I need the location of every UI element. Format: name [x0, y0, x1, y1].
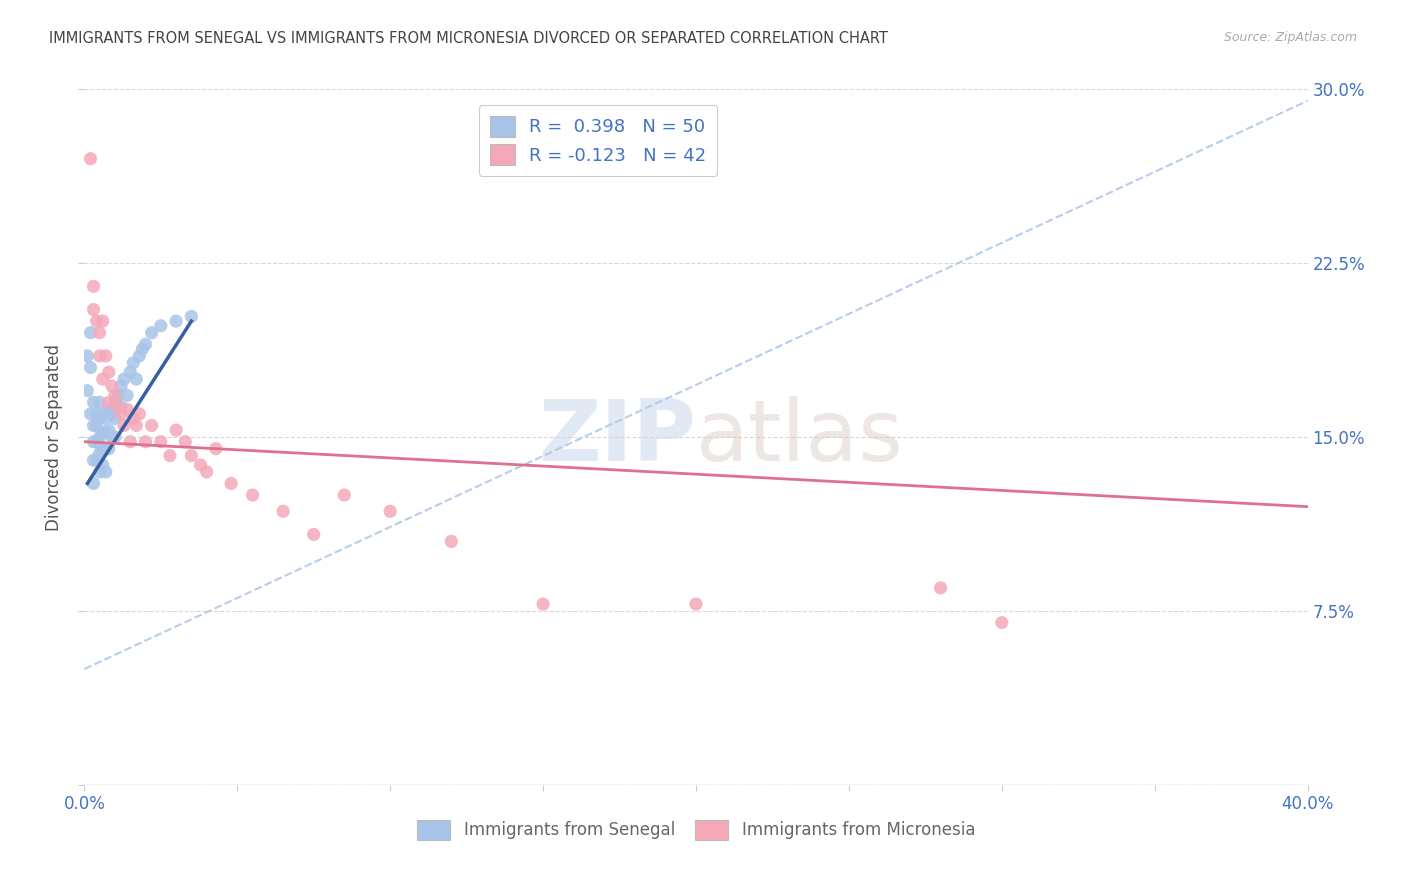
Point	[83, 434, 105, 449]
Y-axis label: Divorced or Separated: Divorced or Separated	[45, 343, 63, 531]
Point	[91, 458, 114, 472]
Text: IMMIGRANTS FROM SENEGAL VS IMMIGRANTS FROM MICRONESIA DIVORCED OR SEPARATED CORR: IMMIGRANTS FROM SENEGAL VS IMMIGRANTS FR…	[49, 31, 889, 46]
Point	[128, 349, 150, 363]
Point	[302, 527, 325, 541]
Point	[991, 615, 1014, 630]
Point	[94, 349, 117, 363]
Point	[131, 342, 153, 356]
Point	[83, 476, 105, 491]
Point	[104, 388, 127, 402]
Point	[149, 318, 172, 333]
Point	[333, 488, 356, 502]
Point	[135, 337, 157, 351]
Point	[104, 430, 127, 444]
Point	[89, 465, 111, 479]
Point	[122, 411, 145, 425]
Text: atlas: atlas	[696, 395, 904, 479]
Point	[115, 402, 138, 417]
Point	[91, 372, 114, 386]
Point	[97, 365, 120, 379]
Point	[120, 365, 142, 379]
Point	[195, 465, 218, 479]
Point	[110, 407, 132, 421]
Point	[86, 418, 108, 433]
Point	[83, 279, 105, 293]
Point	[104, 395, 127, 409]
Point	[94, 442, 117, 456]
Point	[94, 425, 117, 440]
Point	[112, 418, 135, 433]
Point	[120, 434, 142, 449]
Point	[115, 388, 138, 402]
Legend: Immigrants from Senegal, Immigrants from Micronesia: Immigrants from Senegal, Immigrants from…	[411, 814, 981, 847]
Point	[180, 310, 202, 324]
Point	[141, 418, 163, 433]
Text: Source: ZipAtlas.com: Source: ZipAtlas.com	[1223, 31, 1357, 45]
Point	[101, 430, 124, 444]
Point	[125, 418, 148, 433]
Point	[685, 597, 707, 611]
Point	[89, 395, 111, 409]
Point	[79, 407, 101, 421]
Point	[91, 442, 114, 456]
Point	[91, 407, 114, 421]
Point	[97, 423, 120, 437]
Point	[83, 453, 105, 467]
Point	[79, 152, 101, 166]
Point	[205, 442, 228, 456]
Point	[76, 349, 98, 363]
Point	[165, 423, 187, 437]
Point	[79, 326, 101, 340]
Point	[440, 534, 463, 549]
Point	[112, 372, 135, 386]
Point	[86, 314, 108, 328]
Point	[122, 356, 145, 370]
Point	[97, 402, 120, 417]
Point	[125, 372, 148, 386]
Point	[110, 379, 132, 393]
Point	[104, 411, 127, 425]
Point	[128, 407, 150, 421]
Point	[242, 488, 264, 502]
Text: ZIP: ZIP	[538, 395, 696, 479]
Point	[107, 388, 129, 402]
Point	[107, 400, 129, 414]
Point	[135, 434, 157, 449]
Point	[86, 434, 108, 449]
Point	[89, 349, 111, 363]
Point	[380, 504, 402, 518]
Point	[86, 407, 108, 421]
Point	[101, 407, 124, 421]
Point	[180, 449, 202, 463]
Point	[271, 504, 294, 518]
Point	[89, 446, 111, 460]
Point	[101, 379, 124, 393]
Point	[89, 326, 111, 340]
Point	[110, 400, 132, 414]
Point	[165, 314, 187, 328]
Point	[94, 411, 117, 425]
Point	[159, 449, 181, 463]
Point	[149, 434, 172, 449]
Point	[174, 434, 197, 449]
Point	[86, 453, 108, 467]
Point	[97, 442, 120, 456]
Point	[97, 395, 120, 409]
Point	[89, 411, 111, 425]
Point	[91, 314, 114, 328]
Point	[190, 458, 212, 472]
Point	[219, 476, 242, 491]
Point	[89, 430, 111, 444]
Point	[76, 384, 98, 398]
Point	[83, 418, 105, 433]
Point	[531, 597, 554, 611]
Point	[91, 425, 114, 440]
Point	[83, 395, 105, 409]
Point	[141, 326, 163, 340]
Point	[79, 360, 101, 375]
Point	[83, 302, 105, 317]
Point	[929, 581, 952, 595]
Point	[94, 465, 117, 479]
